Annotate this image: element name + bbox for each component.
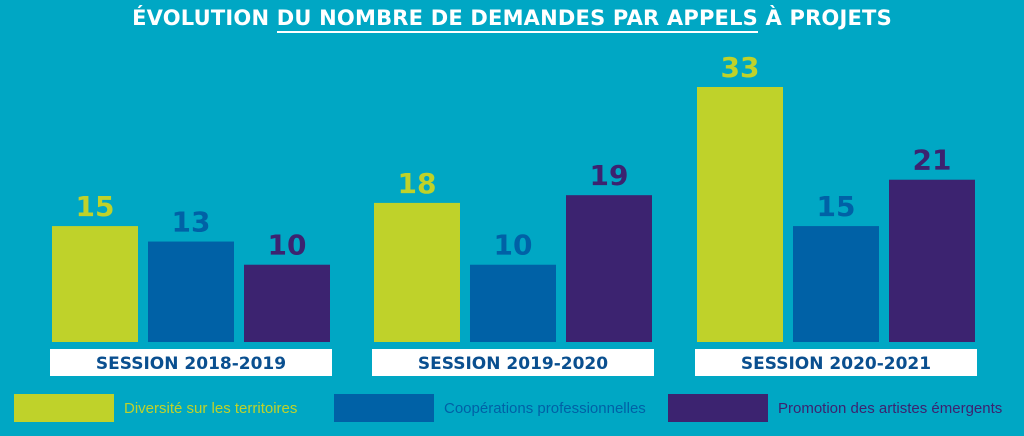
category-label-2: SESSION 2019-2020	[418, 354, 608, 374]
legend-label-promotion: Promotion des artistes émergents	[778, 399, 1003, 417]
value-label-diversite-3: 33	[721, 51, 760, 84]
legend-swatch-cooperations	[334, 394, 434, 422]
value-label-promotion-2: 19	[590, 159, 629, 192]
chart-title: ÉVOLUTION DU NOMBRE DE DEMANDES PAR APPE…	[0, 6, 1024, 33]
legend-label-cooperations: Coopérations professionnelles	[444, 399, 646, 417]
session-box-1	[50, 349, 332, 376]
value-label-promotion-3: 21	[913, 144, 952, 177]
bar-promotion-1	[244, 264, 330, 342]
value-label-diversite-1: 15	[76, 190, 115, 223]
legend-swatch-diversite	[14, 394, 114, 422]
legend-item-promotion: Promotion des artistes émergents	[668, 394, 1002, 422]
title-part-2: À PROJETS	[758, 6, 892, 30]
bar-diversite-3	[697, 87, 783, 342]
title-part-1: ÉVOLUTION	[132, 6, 277, 30]
value-label-cooperations-3: 15	[817, 190, 856, 223]
bar-cooperations-3	[793, 226, 879, 342]
value-label-diversite-2: 18	[398, 167, 437, 200]
legend-swatch-promotion	[668, 394, 768, 422]
legend-item-diversite: Diversité sur les territoires	[14, 394, 297, 422]
category-label-1: SESSION 2018-2019	[96, 354, 286, 374]
session-box-2	[372, 349, 654, 376]
bar-promotion-2	[566, 195, 652, 342]
bar-promotion-3	[889, 179, 975, 342]
bar-diversite-1	[52, 226, 138, 342]
value-label-cooperations-1: 13	[172, 206, 211, 239]
category-label-3: SESSION 2020-2021	[741, 354, 931, 374]
bar-cooperations-2	[470, 264, 556, 342]
bar-diversite-2	[374, 202, 460, 342]
legend-item-cooperations: Coopérations professionnelles	[334, 394, 646, 422]
value-label-cooperations-2: 10	[494, 229, 533, 262]
legend-label-diversite: Diversité sur les territoires	[124, 399, 298, 417]
session-box-3	[695, 349, 977, 376]
bar-cooperations-1	[148, 241, 234, 342]
value-label-promotion-1: 10	[268, 229, 307, 262]
title-underlined: DU NOMBRE DE DEMANDES PAR APPELS	[276, 6, 759, 33]
